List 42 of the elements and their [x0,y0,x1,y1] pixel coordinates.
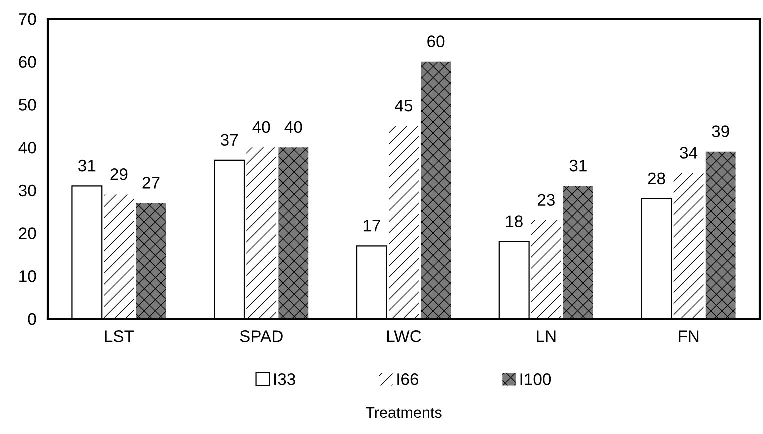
data-label: 37 [220,134,238,146]
x-tick-label: LWC [387,330,422,342]
bar [674,173,704,319]
bar [531,220,562,319]
y-tick-label: 40 [18,142,36,154]
y-tick-label: 20 [19,228,36,240]
x-tick-label: SPAD [240,330,283,342]
data-label: 60 [428,36,445,48]
data-label: 17 [364,220,380,232]
bar [278,148,309,319]
y-tick-label: 50 [19,99,36,111]
bar [706,152,736,319]
data-label: 45 [395,100,413,112]
legend-label: I100 [520,374,552,386]
y-tick-label: 10 [20,270,36,282]
data-label: 31 [570,160,587,172]
data-label: 27 [142,177,160,189]
data-label: 18 [506,216,523,228]
y-tick-label: 70 [19,13,36,26]
bar [246,148,277,319]
legend-label: I33 [274,374,296,386]
y-tick-label: 60 [19,56,36,68]
bar [136,203,166,319]
bar [389,126,419,319]
data-label: 29 [110,168,128,180]
data-label: 39 [712,126,730,138]
data-label: 40 [252,121,270,134]
data-label: 40 [284,121,302,134]
data-label: 28 [648,172,666,185]
legend-label: I66 [398,374,419,386]
data-label: 23 [538,194,555,206]
data-label: 34 [680,147,698,159]
y-tick-label: 0 [28,313,36,326]
x-tick-label: LN [537,330,556,342]
bar [563,186,594,319]
y-tick-label: 30 [18,184,36,197]
x-axis-title: Treatments [366,407,442,418]
x-tick-label: LST [105,330,134,342]
bar [104,194,134,319]
data-label: 31 [78,160,96,172]
x-tick-label: FN [679,330,699,342]
bar [421,62,451,319]
